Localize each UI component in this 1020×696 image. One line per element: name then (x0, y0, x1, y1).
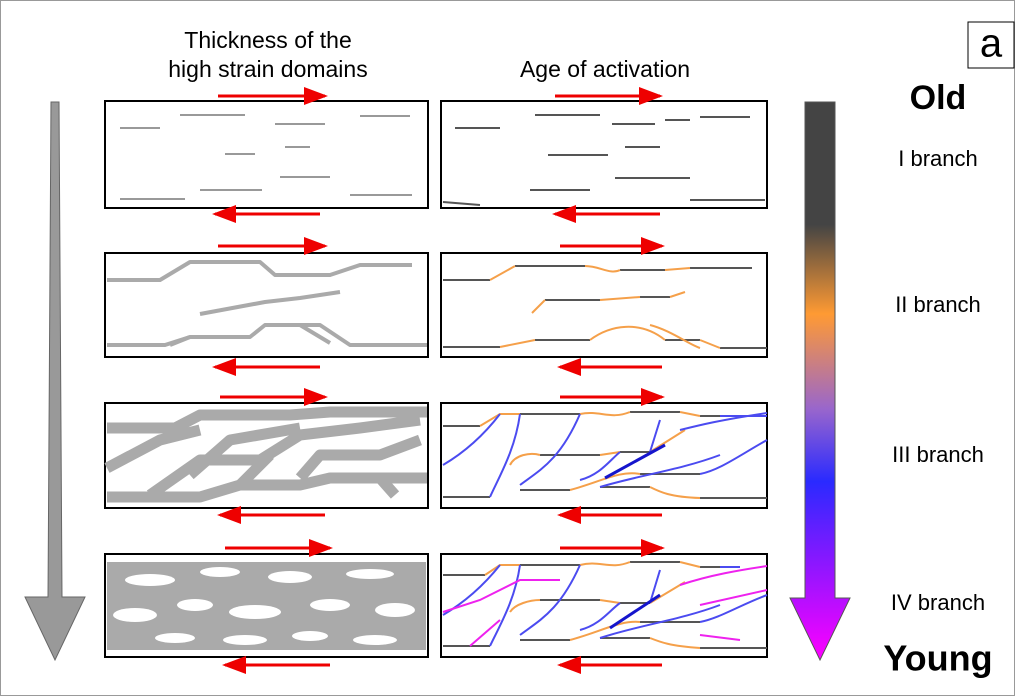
row-3-shape (443, 411, 767, 499)
label-box (967, 21, 1015, 69)
branch-label: IV branch (891, 590, 985, 615)
row-4-shape-shape (268, 571, 312, 583)
row-2-shape (107, 323, 427, 347)
row-2-shape (199, 290, 341, 316)
branch-label: I branch (898, 146, 978, 171)
row-4-shape-shape (229, 605, 281, 619)
row-4-shape (443, 561, 767, 649)
row-2 (107, 260, 767, 349)
row-4-shape-shape (113, 608, 157, 622)
branch-label: III branch (892, 442, 984, 467)
row-3-shape (442, 412, 768, 498)
age-scale (789, 101, 851, 662)
row-3 (104, 406, 768, 503)
time-arrow (24, 101, 86, 662)
panel-label: a (980, 22, 1003, 66)
row-4-shape-shape (200, 567, 240, 577)
row-3-shape (104, 406, 427, 503)
row-4-shape-shape (125, 574, 175, 586)
row-4-shape-shape (375, 603, 415, 617)
row-2-shape (169, 323, 380, 347)
panels-shape (440, 252, 768, 358)
row-4 (107, 561, 768, 650)
row-2-shape (489, 265, 721, 349)
panels-shape (104, 100, 429, 209)
row-4-shape-shape (155, 633, 195, 643)
row-4-shape (442, 565, 768, 647)
row-4-shape-shape (346, 569, 394, 579)
row-4-shape-shape (223, 635, 267, 645)
row-1 (120, 114, 765, 206)
row-3-shape (604, 443, 666, 480)
row-4-shape (609, 593, 661, 630)
left-title: high strain domains (168, 56, 367, 82)
row-4-shape-shape (310, 599, 350, 611)
shear-arrows (212, 87, 665, 674)
old-label: Old (910, 79, 967, 117)
row-4-shape (113, 567, 415, 645)
row-4-shape-shape (292, 631, 328, 641)
branch-label: II branch (895, 292, 981, 317)
right-title: Age of activation (520, 56, 690, 82)
row-4-shape (442, 564, 768, 647)
panels-shape (104, 252, 429, 358)
row-4-shape-shape (353, 635, 397, 645)
row-4-shape-shape (177, 599, 213, 611)
row-1-shape (442, 114, 765, 206)
row-2-shape (107, 260, 412, 282)
left-title: Thickness of the (184, 27, 351, 53)
young-label: Young (883, 638, 992, 679)
row-1-shape (120, 114, 412, 200)
